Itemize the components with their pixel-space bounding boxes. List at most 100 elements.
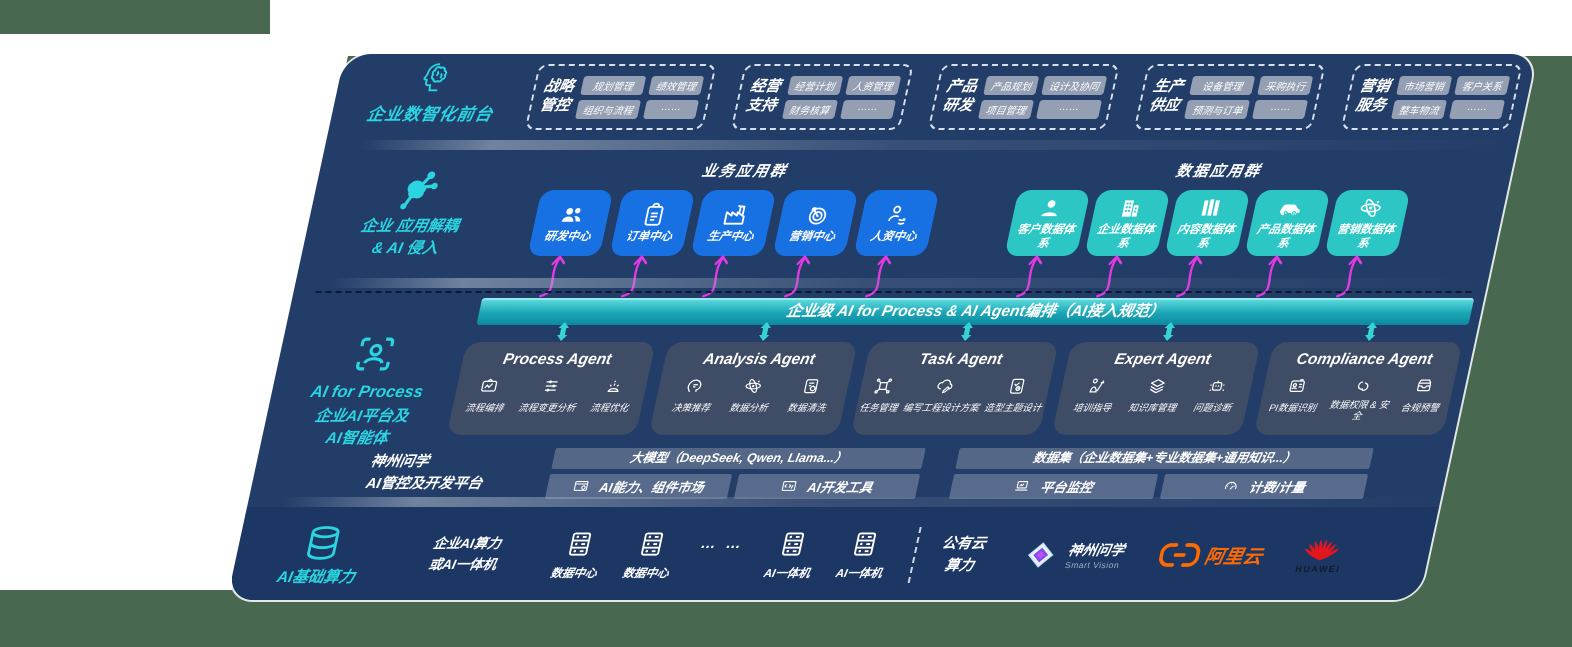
factory-icon	[719, 202, 751, 228]
agent-capability: PI数据识别	[1268, 376, 1323, 414]
ai-orchestration-bar: 企业级 AI for Process & AI Agent编排（AI接入规范）	[476, 298, 1475, 325]
group-items: 规划管理 绩效管理 组织与流程 ……	[575, 75, 705, 119]
front-office-groups: 战略 管控 规划管理 绩效管理 组织与流程 …… 经营 支持 经营计划 人资管理 财…	[522, 54, 1525, 140]
platform-cells-left: AI能力、组件市场 AI开发工具	[544, 474, 921, 499]
updown-arrow-icon	[756, 322, 775, 341]
target-icon	[801, 202, 833, 228]
ai-platform-label-block: AI for Process 企业AI平台及 AI智能体	[274, 333, 461, 449]
agent-card-process: Process Agent 流程编排 流程变更分析 流程优化	[446, 342, 656, 435]
agent-title: Compliance Agent	[1294, 351, 1435, 368]
datacenter-item: 数据中心	[549, 529, 606, 581]
app-box-label: 生产中心	[706, 230, 755, 243]
agent-capability: 造型主题设计	[983, 376, 1048, 414]
band-app-layer: 企业 应用解耦 & AI 侵入 业务应用群 研发中心 订单中心	[294, 150, 1516, 288]
app-box-rnd-center: 研发中心	[527, 190, 614, 256]
server-icon	[634, 529, 670, 559]
ai-appliance-item: AI一体机	[762, 529, 819, 581]
module-pill: 采购执行	[1257, 75, 1314, 95]
cloud-pen-icon	[934, 376, 958, 396]
agent-items: 任务管理 编写工程设计方案 造型主题设计	[855, 376, 1052, 414]
group-title: 营销 服务	[1353, 78, 1392, 114]
updown-arrow-icon	[1159, 322, 1178, 341]
infra-label-block: AI基础算力	[250, 523, 392, 587]
dataset-bar: 数据集（企业数据集+专业数据集+通用知识...）	[955, 448, 1374, 469]
doc-gear-icon	[799, 376, 823, 396]
business-app-header: 业务应用群	[700, 163, 789, 180]
smartvision-logo-text: 神州问学 Smart Vision	[1064, 542, 1127, 570]
app-box-hr-center: 人资中心	[853, 190, 940, 256]
module-pill: 市场营销	[1396, 75, 1453, 95]
huawei-logo: HUAWEI	[1294, 536, 1347, 574]
app-box-label: 人资中心	[869, 230, 918, 243]
agent-card-task: Task Agent 任务管理 编写工程设计方案 造型主题设计	[850, 342, 1060, 435]
agent-items: 培训指导 知识库管理 问题诊断	[1057, 376, 1254, 414]
agent-cards-row: Process Agent 流程编排 流程变更分析 流程优化 Analysis …	[446, 342, 1463, 435]
architecture-diagram: 企业数智化前台 战略 管控 规划管理 绩效管理 组织与流程 …… 经营 支持 经营计…	[226, 54, 1537, 600]
vendor-logos: 神州问学 Smart Vision 阿里云 HUAWEI	[1017, 536, 1347, 574]
updown-arrow-icon	[554, 322, 573, 341]
group-title: 战略 管控	[538, 78, 576, 114]
layers-icon	[1145, 376, 1169, 396]
data-box-enterprise: 企业数据体系	[1084, 190, 1171, 256]
module-pill: 组织与流程	[575, 99, 642, 119]
agent-capability: 数据清洗	[786, 376, 832, 414]
group-marketing-service: 营销 服务 市场营销 客户关系 整车物流 ……	[1340, 64, 1523, 130]
smartvision-diamond-icon	[1017, 536, 1063, 574]
platform-monitor-cell: 平台监控	[948, 474, 1158, 499]
agent-card-compliance: Compliance Agent PI数据识别 数据权限 & 安全 合规预警	[1253, 342, 1463, 435]
module-pill: 产品规划	[983, 75, 1040, 95]
data-box-product: 产品数据体系	[1244, 190, 1331, 256]
agent-items: PI数据识别 数据权限 & 安全 合规预警	[1256, 376, 1455, 423]
tray-alert-icon	[1413, 376, 1437, 396]
llm-bar: 大模型（DeepSeek, Qwen, Llama...）	[551, 448, 926, 469]
module-pill: ……	[643, 99, 700, 119]
code-tools-icon	[779, 478, 800, 495]
module-pill: 绩效管理	[648, 75, 705, 95]
business-app-group: 业务应用群 研发中心 订单中心 生产中心	[527, 160, 946, 256]
diagnose-icon	[1205, 376, 1229, 396]
ai-for-process-label: AI for Process	[309, 383, 425, 401]
aliyun-bracket-icon	[1157, 542, 1203, 568]
updown-arrow-icon	[1361, 322, 1380, 341]
id-card-icon	[1285, 376, 1309, 396]
agent-title: Expert Agent	[1112, 351, 1213, 368]
platform-section: 神州问学 AI管控及开发平台 大模型（DeepSeek, Qwen, Llama.…	[363, 448, 1452, 499]
module-pill: ……	[1252, 99, 1309, 119]
app-box-label: 订单中心	[624, 230, 674, 243]
module-pill: 整车物流	[1391, 99, 1448, 119]
agent-card-analysis: Analysis Agent 决策推荐 数据分析 数据清洗	[648, 342, 858, 435]
group-operation-support: 经营 支持 经营计划 人资管理 财务核算 ……	[731, 64, 914, 130]
group-title: 生产 供应	[1147, 78, 1186, 114]
shield-icon	[1351, 376, 1375, 396]
ai-platform-label: 企业AI平台及 AI智能体	[313, 408, 410, 447]
datacenter-item: 数据中心	[621, 529, 678, 581]
agent-title: Process Agent	[501, 351, 614, 368]
group-items: 经营计划 人资管理 财务核算 ……	[781, 75, 901, 119]
group-title: 经营 支持	[744, 78, 783, 114]
dashed-vertical-divider	[907, 527, 922, 583]
module-pill: ……	[1036, 99, 1103, 119]
server-icon	[775, 529, 811, 559]
spark-icon	[602, 376, 626, 396]
agent-capability: 数据权限 & 安全	[1324, 376, 1396, 423]
ai-appliance-item: AI一体机	[834, 529, 891, 581]
ai-dev-tools-cell: AI开发工具	[733, 474, 921, 499]
app-layer-label-block: 企业 应用解耦 & AI 侵入	[316, 168, 508, 261]
agent-capability: 合规预警	[1400, 376, 1446, 414]
billing-metering-cell: 计费/计量	[1159, 474, 1369, 499]
clipboard-icon	[638, 202, 670, 228]
band-front-office: 企业数智化前台 战略 管控 规划管理 绩效管理 组织与流程 …… 经营 支持 经营计…	[324, 54, 1537, 150]
agent-capability: 流程编排	[464, 376, 510, 414]
atom-icon	[741, 376, 765, 396]
agent-capability: 数据分析	[728, 376, 774, 414]
module-pill: 财务核算	[781, 99, 838, 119]
data-app-row: 客户数据体系 企业数据体系 内容数据体系	[1004, 190, 1411, 256]
agent-capability: 任务管理	[858, 376, 904, 414]
group-items: 设备管理 采购执行 预测与订单 ……	[1184, 75, 1314, 119]
front-office-label-block: 企业数智化前台	[344, 60, 526, 125]
dataset-platform-group: 数据集（企业数据集+专业数据集+通用知识...） 平台监控 计费/计量	[948, 448, 1374, 499]
agent-capability: 决策推荐	[671, 376, 717, 414]
module-pill: 人资管理	[844, 75, 901, 95]
agent-card-expert: Expert Agent 培训指导 知识库管理 问题诊断	[1052, 342, 1261, 435]
front-office-label: 企业数智化前台	[364, 105, 495, 124]
